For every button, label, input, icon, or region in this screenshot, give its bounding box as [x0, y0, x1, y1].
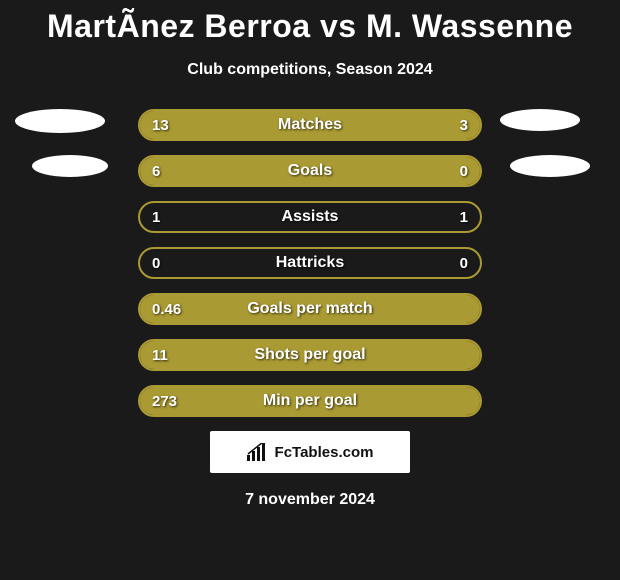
stat-row: 11Shots per goal	[0, 339, 620, 371]
stat-bar: 11Shots per goal	[138, 339, 482, 371]
value-right: 3	[410, 117, 480, 134]
value-right: 0	[410, 163, 480, 180]
bar-labels: 13Matches3	[140, 111, 480, 139]
value-left: 6	[140, 163, 210, 180]
page-title: MartÃ­nez Berroa vs M. Wassenne	[0, 0, 620, 45]
stat-bar: 0.46Goals per match	[138, 293, 482, 325]
comparison-chart: 13Matches36Goals01Assists10Hattricks00.4…	[0, 109, 620, 417]
placeholder-oval	[32, 155, 108, 177]
stat-row: 1Assists1	[0, 201, 620, 233]
placeholder-oval	[500, 109, 580, 131]
value-left: 0.46	[140, 301, 210, 318]
bar-labels: 6Goals0	[140, 157, 480, 185]
bar-labels: 1Assists1	[140, 203, 480, 231]
stat-bar: 6Goals0	[138, 155, 482, 187]
bar-labels: 273Min per goal	[140, 387, 480, 415]
chart-icon	[247, 443, 269, 461]
value-right: 1	[410, 209, 480, 226]
value-left: 11	[140, 347, 210, 364]
stat-bar: 0Hattricks0	[138, 247, 482, 279]
value-left: 0	[140, 255, 210, 272]
value-left: 1	[140, 209, 210, 226]
value-left: 273	[140, 393, 210, 410]
stat-row: 0.46Goals per match	[0, 293, 620, 325]
bar-labels: 0.46Goals per match	[140, 295, 480, 323]
metric-label: Hattricks	[210, 254, 410, 272]
value-left: 13	[140, 117, 210, 134]
metric-label: Goals	[210, 162, 410, 180]
placeholder-oval	[510, 155, 590, 177]
metric-label: Shots per goal	[210, 346, 410, 364]
watermark-text: FcTables.com	[275, 444, 374, 461]
page-subtitle: Club competitions, Season 2024	[0, 61, 620, 79]
stat-bar: 1Assists1	[138, 201, 482, 233]
watermark: FcTables.com	[210, 431, 410, 473]
bar-labels: 0Hattricks0	[140, 249, 480, 277]
stat-bar: 13Matches3	[138, 109, 482, 141]
date-label: 7 november 2024	[0, 491, 620, 509]
value-right: 0	[410, 255, 480, 272]
metric-label: Min per goal	[210, 392, 410, 410]
placeholder-oval	[15, 109, 105, 133]
stat-row: 273Min per goal	[0, 385, 620, 417]
stat-bar: 273Min per goal	[138, 385, 482, 417]
bar-labels: 11Shots per goal	[140, 341, 480, 369]
metric-label: Assists	[210, 208, 410, 226]
metric-label: Matches	[210, 116, 410, 134]
stat-row: 0Hattricks0	[0, 247, 620, 279]
metric-label: Goals per match	[210, 300, 410, 318]
